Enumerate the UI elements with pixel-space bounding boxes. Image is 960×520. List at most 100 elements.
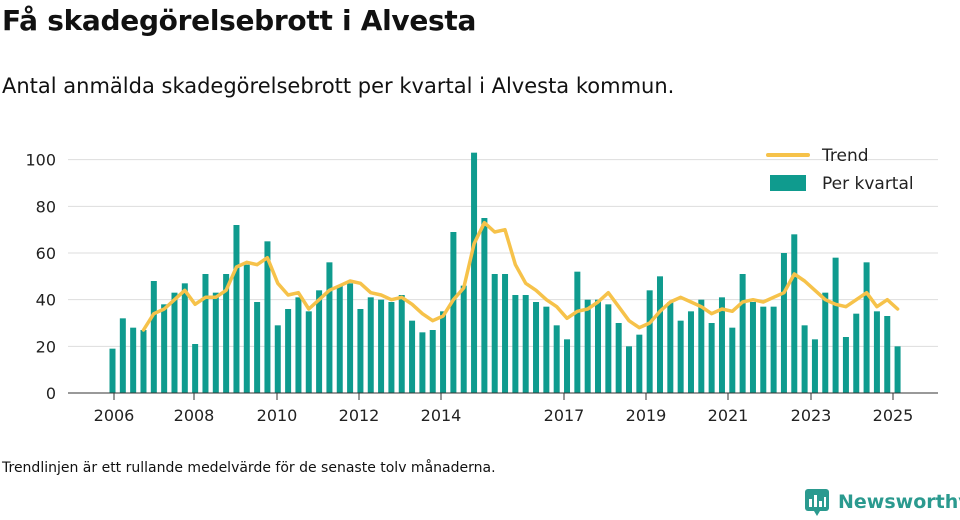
bar	[564, 339, 571, 393]
bar	[212, 292, 219, 393]
bar	[863, 262, 870, 393]
bar	[409, 320, 416, 393]
bar	[873, 311, 880, 393]
bar	[595, 299, 602, 393]
y-tick-label: 60	[36, 244, 56, 263]
x-tick-label: 2021	[708, 406, 749, 425]
bar	[450, 232, 457, 393]
bar	[140, 330, 147, 393]
bar	[264, 241, 271, 393]
bar	[543, 306, 550, 393]
bar	[636, 334, 643, 393]
y-tick-label: 20	[36, 337, 56, 356]
bar	[533, 302, 540, 393]
bar	[801, 325, 808, 393]
x-tick-label: 2019	[626, 406, 667, 425]
x-tick-label: 2012	[339, 406, 380, 425]
bar	[336, 285, 343, 393]
bar	[894, 346, 901, 393]
bar	[512, 295, 519, 393]
bar	[295, 297, 302, 393]
bar	[202, 274, 209, 393]
legend: Trend Per kvartal	[766, 146, 914, 194]
bar	[760, 306, 767, 393]
legend-bars-swatch	[770, 175, 806, 191]
y-tick-label: 100	[25, 151, 56, 170]
y-tick-label: 40	[36, 291, 56, 310]
axes: 0 20 40 60 80 100 2006 2008 2010 2012 2014 2017 2019…	[25, 151, 938, 425]
bar	[130, 327, 137, 393]
bar	[274, 325, 281, 393]
bar	[791, 234, 798, 393]
footnote: Trendlinjen är ett rullande medelvärde f…	[2, 460, 496, 476]
trend-series	[141, 220, 900, 332]
bar	[677, 320, 684, 393]
bar	[347, 283, 354, 393]
bar	[285, 309, 292, 393]
bar	[243, 264, 250, 393]
legend-bars-label: Per kvartal	[822, 174, 914, 194]
bar	[667, 302, 674, 393]
bar	[656, 276, 663, 393]
bar	[491, 274, 498, 393]
bar-chart-logo-icon	[805, 489, 829, 516]
bar	[378, 299, 385, 393]
bar	[553, 325, 560, 393]
brand-logo[interactable]: Newsworthy	[804, 488, 960, 516]
x-tick-label: 2023	[791, 406, 832, 425]
bar	[481, 218, 488, 393]
bar	[718, 297, 725, 393]
x-tick-label: 2008	[174, 406, 215, 425]
bar	[832, 257, 839, 393]
bar	[181, 283, 188, 393]
bar	[853, 313, 860, 393]
y-tick-label: 0	[46, 384, 56, 403]
bar	[884, 316, 891, 393]
bar	[223, 274, 230, 393]
bar	[150, 281, 157, 393]
bar	[502, 274, 509, 393]
brand-name: Newsworthy	[838, 491, 960, 513]
bar	[708, 323, 715, 393]
bar	[626, 346, 632, 393]
bar	[419, 332, 426, 393]
chart-subtitle: Antal anmälda skadegörelsebrott per kvar…	[2, 74, 675, 98]
bar	[522, 295, 529, 393]
bar-series	[109, 152, 901, 393]
bar	[770, 306, 777, 393]
bar	[615, 323, 622, 393]
bar	[739, 274, 746, 393]
bar	[471, 152, 478, 393]
bar	[119, 318, 126, 393]
bar	[698, 299, 705, 393]
bar	[192, 344, 199, 393]
bar	[822, 292, 829, 393]
y-tick-label: 80	[36, 197, 56, 216]
bar	[440, 311, 447, 393]
legend-trend-label: Trend	[821, 146, 869, 166]
x-tick-label: 2017	[544, 406, 585, 425]
bar	[161, 304, 168, 393]
bar	[780, 253, 787, 393]
trend-line	[141, 220, 900, 332]
bar	[584, 299, 591, 393]
x-tick-label: 2025	[873, 406, 914, 425]
chart-title: Få skadegörelsebrott i Alvesta	[2, 4, 477, 37]
bar	[109, 348, 116, 393]
bar	[605, 304, 612, 393]
bar	[749, 302, 756, 393]
bar	[398, 295, 405, 393]
bar	[646, 290, 653, 393]
chart-area: 0 20 40 60 80 100 2006 2008 2010 2012 2014 2017 2019…	[25, 146, 938, 425]
bar	[811, 339, 818, 393]
bar	[388, 302, 395, 393]
bar	[460, 285, 467, 393]
bar	[316, 290, 323, 393]
bar	[305, 311, 312, 393]
x-tick-label: 2014	[421, 406, 462, 425]
x-tick-label: 2010	[257, 406, 298, 425]
bar	[233, 225, 240, 393]
bar	[254, 302, 261, 393]
bar	[429, 330, 436, 393]
bar	[687, 311, 694, 393]
